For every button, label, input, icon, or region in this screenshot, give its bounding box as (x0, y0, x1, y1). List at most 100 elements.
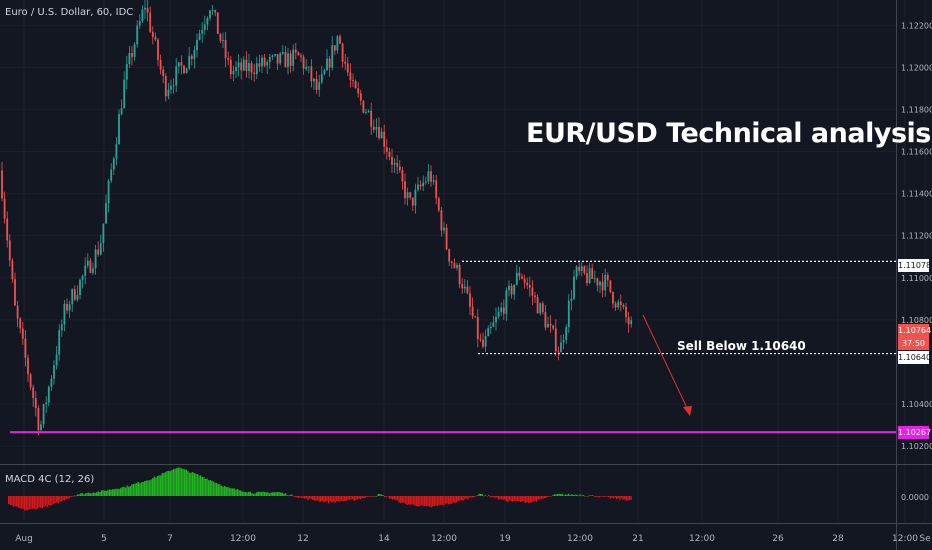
macd-bar-down (65, 496, 67, 500)
candle-down (619, 301, 622, 306)
macd-bar-up (222, 486, 224, 496)
candle-down (328, 58, 331, 68)
macd-bar-up (92, 492, 95, 496)
macd-bar-up (136, 483, 138, 496)
macd-bar-up (382, 494, 384, 496)
y-tick-label: 1.11400 (901, 190, 932, 199)
macd-bar-up (259, 491, 261, 496)
candle-up (268, 57, 271, 63)
macd-bar-up (137, 482, 139, 496)
macd-bar-up (155, 477, 157, 496)
macd-bar-down (393, 496, 395, 500)
macd-bar-down (502, 496, 504, 501)
macd-bar-up (211, 480, 213, 496)
candle-up (242, 59, 245, 71)
candle-down (224, 39, 227, 58)
macd-bar-down (630, 496, 632, 500)
macd-bar-down (296, 496, 298, 498)
macd-bar-down (345, 496, 347, 501)
macd-bar-down (14, 496, 16, 507)
macd-bar-up (206, 478, 208, 496)
candle-up (573, 276, 575, 299)
macd-bar-down (48, 496, 50, 506)
macd-bar-up (280, 492, 282, 496)
macd-bar-down (540, 496, 543, 499)
macd-bar-down (366, 496, 368, 497)
macd-bar-up (212, 481, 215, 496)
y-tick-label: 1.12000 (901, 63, 932, 72)
candle-down (339, 36, 341, 44)
macd-bar-up (577, 495, 579, 497)
macd-bar-down (44, 496, 47, 506)
macd-bar-down (316, 496, 319, 501)
macd-bar-down (532, 496, 535, 502)
macd-bar-up (142, 481, 144, 496)
macd-bar-down (545, 496, 547, 498)
macd-bar-up (209, 480, 211, 496)
macd-bar-up (121, 487, 123, 496)
macd-bar-up (568, 493, 570, 496)
macd-bar-down (529, 496, 531, 503)
candle-down (34, 398, 37, 409)
macd-bar-down (444, 496, 447, 504)
candle-down (6, 218, 9, 241)
candle-down (419, 184, 422, 187)
macd-bar-down (19, 496, 21, 509)
macd-bar-up (147, 480, 149, 496)
macd-bar-down (539, 496, 541, 499)
symbol-title[interactable]: Euro / U.S. Dollar, 60, IDC (5, 7, 134, 18)
candle-up (393, 162, 396, 165)
candle-up (170, 85, 172, 90)
macd-bar-up (104, 490, 106, 496)
candle-down (378, 126, 380, 139)
candle-up (107, 180, 110, 204)
macd-bar-down (9, 496, 11, 505)
candle-up (271, 55, 274, 58)
macd-bar-up (251, 493, 253, 496)
candle-up (279, 53, 282, 64)
macd-bar-up (576, 494, 578, 496)
macd-bar-up (169, 471, 171, 496)
macd-bar-up (376, 495, 378, 497)
macd-bar-down (43, 496, 45, 507)
macd-bar-down (454, 496, 456, 504)
macd-bar-down (537, 496, 539, 500)
macd-bar-up (192, 472, 194, 496)
macd-bar-up (558, 493, 560, 496)
candle-up (261, 57, 263, 67)
candle-up (206, 18, 209, 25)
candle-up (560, 342, 562, 353)
macd-bar-up (230, 488, 232, 496)
candle-up (539, 303, 542, 314)
macd-bar-up (281, 492, 283, 496)
macd-bar-down (368, 496, 370, 497)
candle-up (255, 63, 258, 74)
macd-bar-up (584, 495, 586, 497)
macd-bar-down (524, 496, 527, 503)
candle-down (352, 80, 354, 82)
candle-down (440, 210, 443, 231)
macd-bar-down (62, 496, 64, 500)
candle-down (214, 10, 217, 13)
candle-up (115, 144, 118, 159)
candle-up (266, 62, 269, 66)
macd-bar-up (217, 484, 219, 496)
macd-bar-up (225, 487, 227, 496)
candle-down (601, 281, 604, 291)
macd-bar-down (54, 496, 56, 504)
candle-down (258, 63, 261, 67)
candle-down (453, 262, 456, 268)
x-tick-label: 12:00 (431, 534, 457, 544)
sell-annotation: Sell Below 1.10640 (677, 339, 806, 353)
macd-bar-down (508, 496, 511, 501)
candle-up (305, 66, 308, 69)
macd-bar-up (260, 491, 263, 496)
macd-bar-down (57, 496, 59, 504)
macd-bar-down (510, 496, 512, 502)
macd-title[interactable]: MACD 4C (12, 26) (5, 474, 95, 485)
macd-bar-up (200, 475, 202, 496)
macd-bar-down (416, 496, 418, 507)
macd-bar-up (76, 494, 79, 496)
macd-bar-up (75, 495, 77, 497)
